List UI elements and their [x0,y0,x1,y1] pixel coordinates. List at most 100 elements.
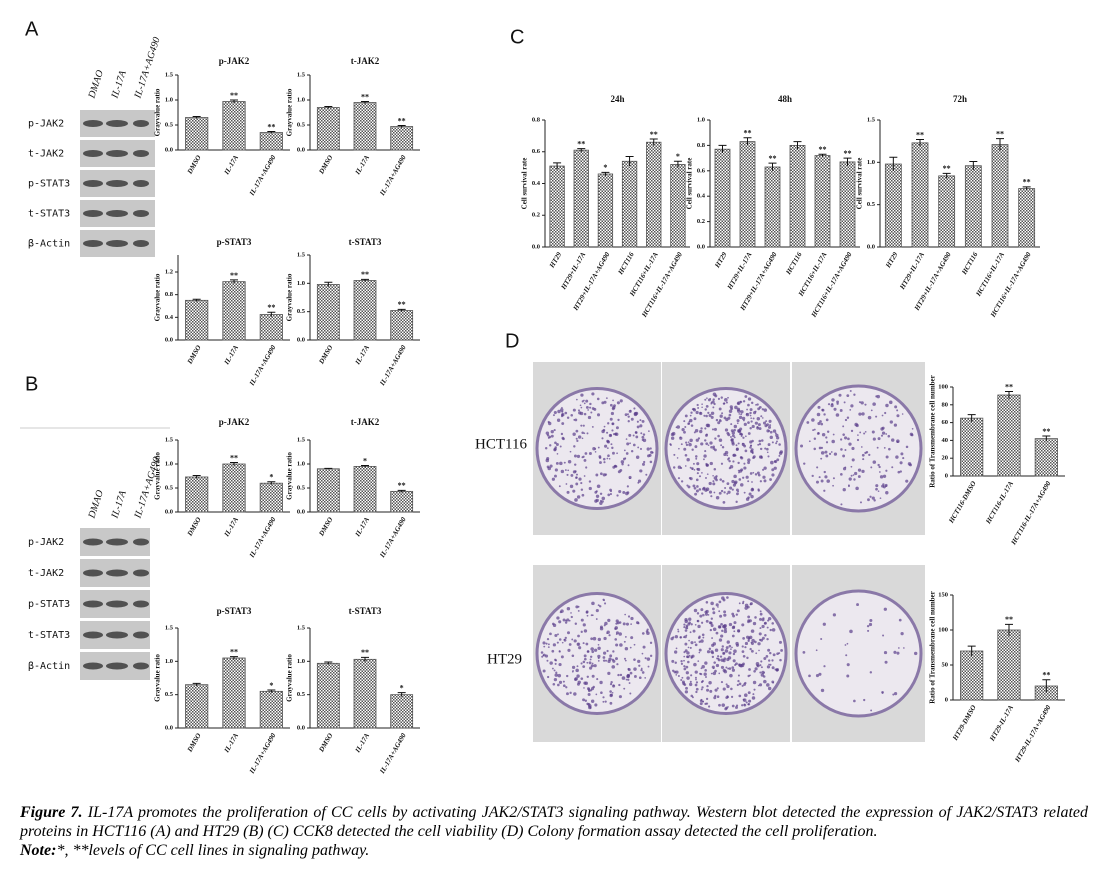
colony [594,447,597,450]
colony [566,473,569,476]
colony [593,648,598,652]
colony [594,499,598,503]
colony [571,638,574,641]
colony [683,625,686,629]
colony [813,428,816,431]
colony [757,423,761,427]
colony [557,633,559,636]
colony [723,452,727,457]
colony [730,438,734,442]
colony [627,420,630,423]
row-label: p-JAK2 [28,119,64,130]
colony [700,427,703,430]
colony [636,425,640,429]
colony [561,641,564,644]
colony [583,681,587,685]
colony [720,489,724,493]
colony [684,642,688,646]
colony [570,413,574,417]
colony [690,424,694,427]
y-tick-label: 1.5 [297,71,306,78]
colony [842,433,845,436]
significance: ** [577,139,585,148]
colony [818,476,821,479]
y-tick-label: 0.5 [297,484,306,491]
colony [772,681,774,684]
significance: ** [230,271,238,280]
blot-band [106,631,128,639]
panel-label: B [25,373,38,395]
colony [721,645,724,648]
significance: ** [744,129,752,138]
colony [691,467,694,470]
colony [735,641,739,646]
colony [713,427,717,431]
colony [583,657,587,661]
colony [732,453,736,457]
y-tick-label: 0 [945,472,948,479]
colony [623,640,626,643]
colony [594,703,598,707]
colony [685,671,689,675]
colony [815,674,819,678]
colony [669,443,672,446]
colony [743,491,746,494]
colony [686,625,689,628]
colony [853,478,856,481]
colony [705,442,709,446]
colony [621,463,624,466]
blot-band [133,631,149,639]
colony [813,437,817,440]
x-tick-label: DMSO [317,516,335,538]
colony [570,473,574,477]
colony [769,430,773,434]
colony [736,422,739,425]
colony [761,417,764,419]
colony [832,433,835,436]
blot-band [106,240,128,247]
colony [731,479,735,484]
x-tick-label: IL-17A [222,154,240,177]
colony [763,671,765,674]
colony [673,453,676,456]
colony [699,411,702,415]
colony [832,613,836,617]
colony [573,445,576,448]
blot-band [133,600,149,608]
colony [824,475,828,479]
colony [591,662,594,665]
colony [820,451,825,455]
colony [587,692,591,697]
colony [589,707,592,709]
colony [690,641,694,645]
y-tick-label: 0.6 [697,167,706,174]
colony [748,668,751,671]
colony [731,612,735,616]
colony [861,453,865,457]
colony [767,686,772,691]
colony [701,472,703,474]
colony [758,683,763,687]
colony [718,438,723,443]
y-tick-label: 0.0 [867,243,875,250]
colony [727,490,731,494]
panel-label: C [510,26,524,48]
colony [720,680,724,684]
colony [896,440,899,443]
error-bar [843,157,852,166]
colony [594,491,598,494]
colony [721,703,726,707]
error-bar [361,464,369,468]
colony [692,462,695,465]
colony [704,398,707,401]
colony [611,429,614,432]
x-tick-label: IL-17A [222,516,240,539]
blot-band [106,662,128,670]
colony [709,461,713,466]
colony [602,656,606,659]
colony [624,413,628,417]
blot-band [106,150,128,157]
colony [737,674,740,677]
y-tick-label: 0.5 [165,484,174,491]
